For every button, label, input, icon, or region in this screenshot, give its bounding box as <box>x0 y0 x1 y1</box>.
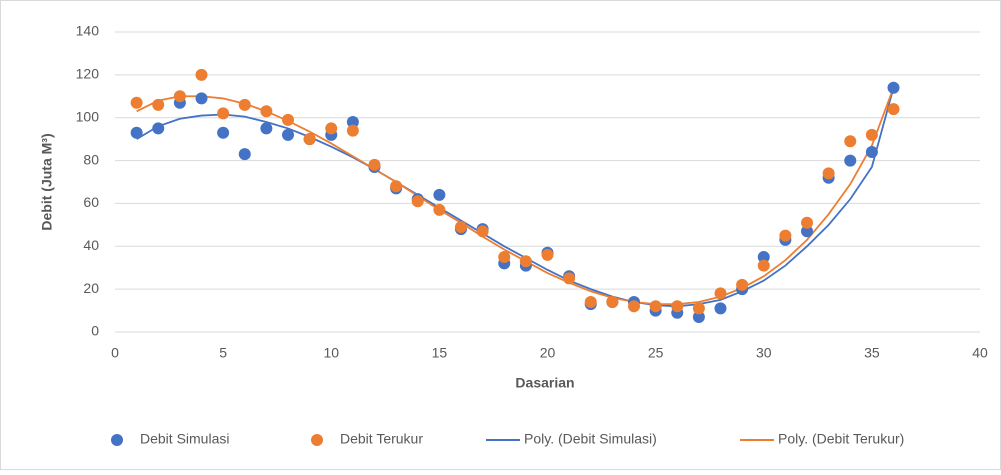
point <box>519 255 532 268</box>
legend-label: Poly. (Debit Simulasi) <box>524 431 657 447</box>
point <box>303 133 316 146</box>
point <box>260 105 273 118</box>
legend-label: Debit Terukur <box>340 431 423 447</box>
point <box>346 116 359 128</box>
point <box>433 188 446 201</box>
point <box>692 302 705 315</box>
point <box>584 296 597 308</box>
point <box>217 107 230 120</box>
point <box>238 148 251 161</box>
y-tick-label: 100 <box>76 108 100 124</box>
x-tick-label: 35 <box>864 345 880 361</box>
legend-label: Debit Simulasi <box>140 431 229 447</box>
y-tick-label: 20 <box>83 280 99 296</box>
point <box>455 221 467 233</box>
x-tick-label: 15 <box>432 345 448 361</box>
point <box>173 90 186 103</box>
point <box>628 300 640 313</box>
point <box>736 278 749 291</box>
point <box>865 128 878 141</box>
point <box>390 180 403 193</box>
legend-marker <box>311 434 323 446</box>
point <box>887 103 900 116</box>
x-axis-label: Dasarian <box>515 375 574 391</box>
point <box>152 98 165 111</box>
y-axis-label: Debit (Juta M³) <box>39 133 55 230</box>
point <box>671 300 684 313</box>
point <box>563 272 576 285</box>
point <box>130 126 143 139</box>
x-tick-label: 5 <box>219 345 227 361</box>
y-tick-label: 40 <box>83 237 99 253</box>
point <box>325 122 338 135</box>
point <box>260 122 273 135</box>
x-tick-label: 30 <box>756 345 772 361</box>
point <box>757 251 770 263</box>
point <box>714 287 727 300</box>
point <box>498 251 511 263</box>
point <box>346 124 359 137</box>
point <box>692 311 705 323</box>
point <box>844 154 857 167</box>
point <box>195 68 208 81</box>
point <box>282 128 294 141</box>
point <box>844 135 857 148</box>
point <box>152 122 165 135</box>
y-tick-label: 120 <box>76 66 100 82</box>
point <box>714 302 727 315</box>
trendline <box>136 87 895 308</box>
x-tick-label: 25 <box>648 345 664 361</box>
point <box>541 248 554 261</box>
point <box>195 92 208 105</box>
y-tick-label: 140 <box>76 23 100 39</box>
point <box>801 216 813 229</box>
point <box>887 81 900 94</box>
y-tick-label: 60 <box>83 194 99 210</box>
point <box>865 146 878 158</box>
y-tick-label: 80 <box>83 151 99 167</box>
point <box>433 203 446 216</box>
x-tick-label: 40 <box>972 345 988 361</box>
point <box>822 167 835 180</box>
x-tick-label: 10 <box>323 345 339 361</box>
legend-label: Poly. (Debit Terukur) <box>778 431 904 447</box>
point <box>606 296 619 308</box>
point <box>368 158 381 171</box>
point <box>130 96 143 109</box>
point <box>238 98 251 111</box>
x-tick-label: 0 <box>111 345 119 361</box>
y-tick-label: 0 <box>91 323 99 339</box>
point <box>649 300 662 313</box>
x-tick-label: 20 <box>540 345 556 361</box>
point <box>476 225 489 238</box>
point <box>779 229 792 242</box>
point <box>757 259 770 272</box>
point <box>282 113 294 126</box>
point <box>801 225 813 238</box>
point <box>217 126 230 139</box>
legend-marker <box>111 434 123 446</box>
point <box>411 195 424 208</box>
